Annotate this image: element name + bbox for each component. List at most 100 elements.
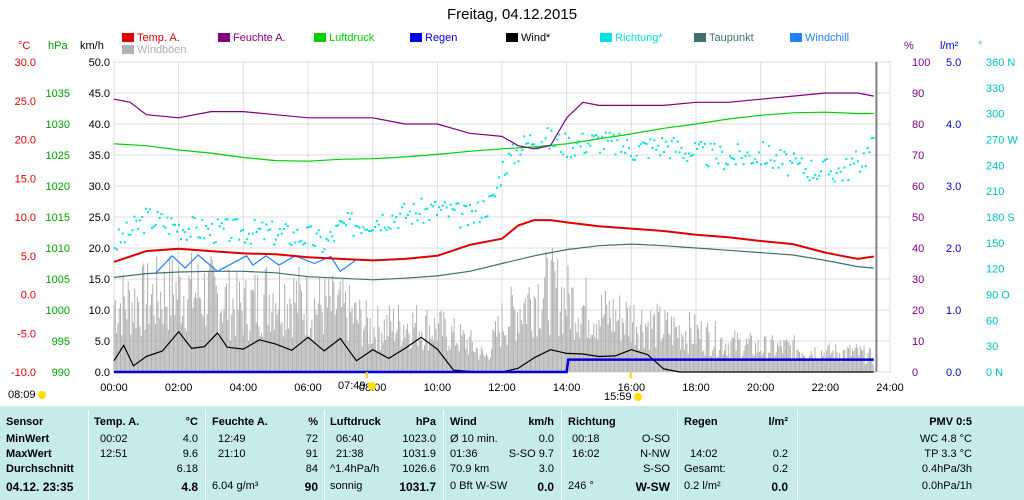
direction-point — [568, 136, 570, 139]
direction-point — [341, 220, 343, 223]
direction-point — [560, 151, 563, 154]
direction-point — [864, 165, 867, 168]
direction-point — [211, 222, 213, 225]
rain-total-label: Gesamt: — [684, 463, 726, 475]
direction-point — [771, 166, 774, 169]
direction-point — [436, 214, 438, 216]
direction-point — [313, 244, 316, 247]
x-tick-label: 16:00 — [618, 382, 646, 394]
direction-point — [748, 154, 751, 157]
direction-point — [439, 208, 442, 211]
direction-point — [845, 158, 848, 160]
direction-point — [862, 152, 865, 155]
direction-point — [773, 159, 776, 162]
direction-point — [841, 179, 844, 182]
direction-point — [727, 163, 729, 166]
pmv-dewpoint: TP 3.3 °C — [924, 448, 972, 460]
direction-point — [304, 242, 307, 245]
direction-point — [835, 172, 838, 174]
direction-point — [162, 225, 165, 228]
direction-point — [670, 140, 673, 143]
dir-tick-label: 120 — [986, 264, 1004, 276]
direction-point — [123, 241, 126, 244]
direction-point — [300, 239, 303, 242]
row-label-min: MinWert — [6, 433, 50, 445]
direction-point — [148, 208, 151, 211]
wind-tick-label: 30.0 — [89, 181, 110, 193]
sunset-marker: 15:59 — [604, 391, 642, 403]
temp-min: 4.0 — [182, 433, 198, 445]
direction-point — [682, 156, 685, 159]
direction-point — [406, 214, 409, 217]
press-min-time: 06:40 — [336, 433, 364, 445]
direction-point — [616, 139, 619, 142]
direction-point — [843, 166, 846, 169]
direction-point — [245, 238, 248, 241]
summary-panel: Sensor MinWert MaxWert Durchschnitt 04.1… — [0, 406, 1024, 500]
direction-point — [189, 235, 192, 238]
direction-point — [744, 155, 747, 158]
direction-point — [337, 224, 340, 227]
chart-title: Freitag, 04.12.2015 — [446, 6, 578, 23]
direction-point — [839, 170, 842, 173]
direction-point — [860, 165, 863, 168]
direction-point — [794, 157, 797, 160]
direction-point — [467, 224, 470, 227]
direction-point — [282, 228, 285, 230]
hum-current: 90 — [304, 480, 318, 494]
direction-point — [509, 154, 512, 157]
direction-point — [507, 152, 510, 155]
direction-point — [816, 178, 819, 180]
press-min: 1023.0 — [402, 433, 436, 445]
direction-point — [226, 218, 229, 221]
legend-label: Luftdruck — [329, 32, 375, 44]
direction-point — [505, 172, 508, 175]
direction-point — [760, 163, 762, 166]
direction-point — [393, 221, 396, 223]
wind-current: 0.0 — [537, 480, 554, 494]
press-tick-label: 1010 — [46, 243, 70, 255]
direction-point — [463, 204, 466, 207]
series-luftdruck — [113, 111, 874, 162]
direction-point — [827, 173, 830, 176]
wind-tick-label: 10.0 — [89, 305, 110, 317]
wind-avg: 0.0 — [538, 433, 554, 445]
direction-point — [808, 179, 811, 182]
legend-swatch — [694, 33, 706, 42]
legend-item: Luftdruck — [314, 32, 374, 44]
direction-point — [719, 145, 722, 148]
temp-avg: 6.18 — [176, 463, 198, 475]
direction-point — [261, 221, 264, 224]
hum-tick-label: 90 — [912, 88, 924, 100]
wind-avg-label: Ø 10 min. — [450, 433, 498, 445]
wind-tick-label: 0.0 — [95, 367, 110, 379]
direction-point — [240, 229, 243, 232]
hum-tick-label: 20 — [912, 305, 924, 317]
press-avg: 1026.6 — [402, 463, 436, 475]
direction-point — [222, 227, 225, 230]
direction-point — [870, 137, 873, 140]
direction-point — [319, 235, 322, 238]
direction-point — [199, 236, 202, 239]
direction-point — [529, 134, 532, 137]
direction-point — [686, 160, 689, 162]
direction-point — [657, 144, 660, 147]
direction-point — [672, 137, 675, 139]
hum-tick-label: 50 — [912, 212, 924, 224]
direction-point — [205, 225, 208, 228]
hum-min: 72 — [305, 433, 318, 445]
direction-point — [812, 176, 815, 179]
legend-label: Regen — [425, 32, 458, 44]
direction-point — [350, 212, 353, 215]
direction-point — [688, 152, 691, 155]
direction-point — [593, 135, 596, 138]
direction-point — [399, 212, 402, 215]
direction-point — [441, 204, 444, 207]
wind-tick-label: 15.0 — [89, 274, 110, 286]
direction-point — [531, 143, 534, 146]
direction-point — [432, 205, 435, 208]
direction-point — [637, 145, 640, 148]
direction-point — [810, 159, 813, 162]
direction-point — [694, 142, 697, 145]
direction-point — [775, 154, 778, 157]
